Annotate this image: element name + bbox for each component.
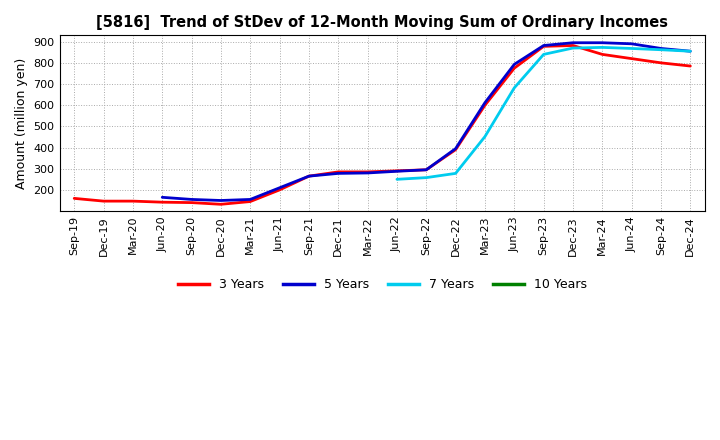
Title: [5816]  Trend of StDev of 12-Month Moving Sum of Ordinary Incomes: [5816] Trend of StDev of 12-Month Moving… bbox=[96, 15, 668, 30]
Y-axis label: Amount (million yen): Amount (million yen) bbox=[15, 58, 28, 189]
Legend: 3 Years, 5 Years, 7 Years, 10 Years: 3 Years, 5 Years, 7 Years, 10 Years bbox=[173, 273, 592, 296]
